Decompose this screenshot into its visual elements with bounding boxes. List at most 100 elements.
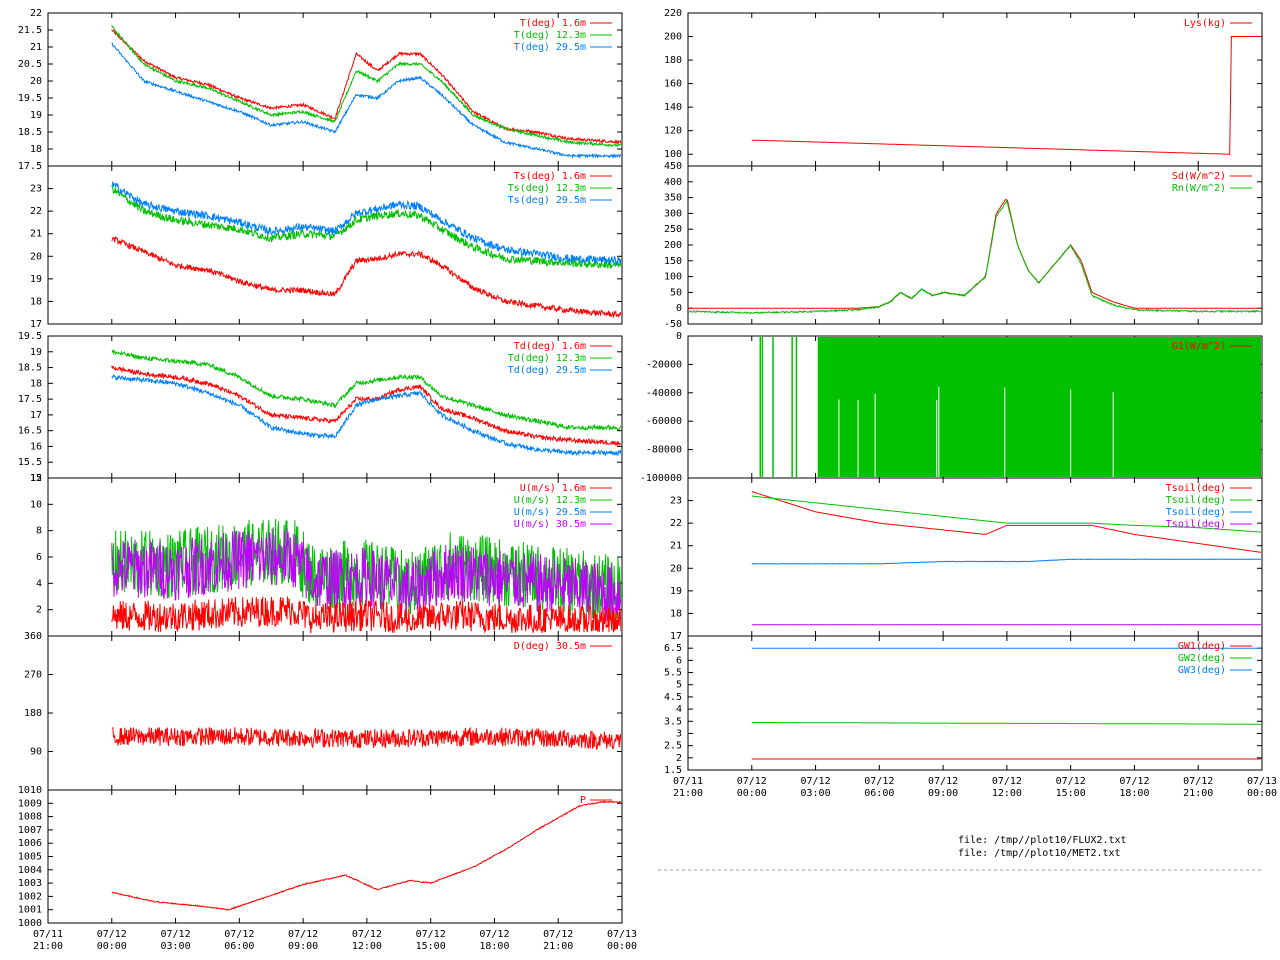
y-tick-label: 19 [30,274,42,285]
x-tick-time: 21:00 [1183,788,1213,799]
legend-label: GW1(deg) [1178,641,1226,652]
y-tick-label: 19.5 [18,331,42,342]
y-tick-label: 2 [676,753,682,764]
y-tick-label: 18.5 [18,363,42,374]
y-tick-label: 18 [30,144,42,155]
y-tick-label: 19 [30,110,42,121]
legend-label: Ts(deg) 1.6m [514,171,586,182]
y-tick-label: 23 [670,496,682,507]
x-tick-date: 07/11 [673,776,703,787]
plot-area [751,647,1261,760]
y-tick-label: 1010 [18,785,42,796]
y-tick-label: 140 [664,102,682,113]
x-tick-time: 09:00 [288,941,318,952]
series-t-1 [111,25,621,148]
y-tick-label: 20 [670,563,682,574]
y-tick-label: 8 [36,526,42,537]
y-tick-label: 16.5 [18,426,42,437]
series-td-2 [111,374,621,457]
x-tick-date: 07/12 [224,929,254,940]
y-tick-label: 19.5 [18,93,42,104]
legend-label: Sd(W/m^2) [1172,171,1226,182]
x-tick-date: 07/12 [928,776,958,787]
y-tick-label: 2.5 [664,741,682,752]
y-tick-label: 450 [664,161,682,172]
y-tick-label: 18 [670,608,682,619]
y-tick-label: 350 [664,193,682,204]
x-tick-date: 07/11 [33,929,63,940]
legend-label: Lys(kg) [1184,18,1226,29]
series-rad-0 [689,198,1261,309]
y-tick-label: 20 [30,251,42,262]
y-tick-label: 300 [664,208,682,219]
plot-frame [687,635,1263,771]
series-rad-1 [689,199,1261,315]
chart-td: 19.5 19 18.5 18 17.5 17 16.5 16 15.5 15 Td(deg) 1.… [18,331,623,484]
legend-label: D(deg) 30.5m [514,641,586,652]
y-tick-label: 6 [36,552,42,563]
y-tick-label: 21 [30,42,42,53]
plot-area [751,36,1261,155]
legend-label: U(m/s) 1.6m [520,483,586,494]
x-tick-date: 07/12 [161,929,191,940]
x-tick-date: 07/13 [607,929,637,940]
series-gw-1 [751,722,1261,725]
legend-label: Td(deg) 12.3m [508,353,586,364]
legend-label: U(m/s) 12.3m [514,495,586,506]
y-tick-label: 1.5 [664,765,682,776]
y-tick-label: 18 [30,296,42,307]
y-tick-label: 15.5 [18,457,42,468]
legend-label: U(m/s) 30.5m [514,519,586,530]
y-tick-label: 16 [30,441,42,452]
x-tick-date: 07/12 [864,776,894,787]
x-tick-time: 00:00 [97,941,127,952]
y-tick-label: 15 [30,473,42,484]
y-tick-label: 270 [24,670,42,681]
y-tick-label: 1005 [18,852,42,863]
chart-rad: 450 400 350 300 250 200 150 100 50 0 -50 Sd(W/m^2)R… [664,161,1263,330]
plot-frame [47,165,623,325]
y-tick-label: 22 [30,206,42,217]
series-ts-1 [111,185,621,270]
legend-label: GW3(deg) [1178,665,1226,676]
plot-area [111,726,621,750]
y-tick-label: 1007 [18,825,42,836]
legend-label: GW2(deg) [1178,653,1226,664]
plot-frame [687,12,1263,167]
legend-label: Tsoil(deg) [1166,483,1226,494]
series-t-2 [111,42,621,160]
y-tick-label: 1002 [18,891,42,902]
y-tick-label: 1003 [18,878,42,889]
legend-label: G2(W/m^2) [1172,353,1226,364]
y-tick-label: 400 [664,177,682,188]
y-tick-label: 0 [676,331,682,342]
x-tick-date: 07/12 [97,929,127,940]
y-tick-label: 3 [676,728,682,739]
plot-area [111,181,621,319]
legend-label: Tsoil(deg) [1166,507,1226,518]
y-tick-label: 22 [670,518,682,529]
y-tick-label: 180 [24,708,42,719]
plot-area [689,198,1261,315]
y-tick-label: 6 [676,655,682,666]
plot-area [111,25,621,160]
chart-g: 0 -20000 -40000 -60000 -80000 -100000 G1(W/m^2… [640,331,1263,484]
y-tick-label: -20000 [646,359,682,370]
x-tick-time: 06:00 [864,788,894,799]
legend-label: U(m/s) 29.5m [514,507,586,518]
y-tick-label: 17 [670,631,682,642]
y-tick-label: 5.5 [664,668,682,679]
legend-label: Tsoil(deg) [1166,519,1226,530]
y-tick-label: 20.5 [18,59,42,70]
legend-label: Td(deg) 29.5m [508,365,586,376]
series-u-2 [111,596,621,634]
x-tick-time: 21:00 [33,941,63,952]
y-tick-label: 180 [664,55,682,66]
legend-label: Td(deg) 1.6m [514,341,586,352]
y-tick-label: 22 [30,8,42,19]
x-tick-date: 07/12 [992,776,1022,787]
x-tick-date: 07/12 [1056,776,1086,787]
x-tick-time: 00:00 [1247,788,1277,799]
legend-label: Rn(W/m^2) [1172,183,1226,194]
y-tick-label: 50 [670,287,682,298]
